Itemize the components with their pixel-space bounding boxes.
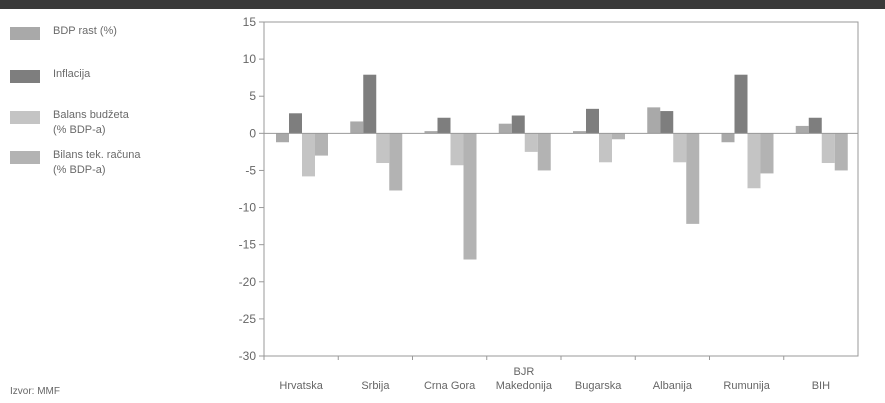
legend-label: Bilans tek. računa (% BDP-a)	[53, 149, 141, 176]
x-tick-label: Rumunija	[723, 380, 770, 392]
x-tick-label: BJR Makedonija	[496, 366, 553, 392]
bar	[315, 133, 328, 156]
bar	[660, 111, 674, 134]
bar	[498, 123, 512, 134]
legend-item-bilans-tek-racuna: Bilans tek. računa (% BDP-a)	[10, 148, 140, 178]
plot-frame	[263, 21, 859, 357]
bar	[647, 107, 661, 134]
bar	[376, 133, 390, 164]
legend-item-balans-budzeta: Balans budžeta (% BDP-a)	[10, 108, 129, 138]
bar	[350, 121, 364, 134]
x-tick-label: Crna Gora	[424, 380, 476, 392]
legend-swatch	[10, 151, 40, 164]
bar	[612, 133, 625, 140]
y-tick-label: 5	[249, 89, 256, 103]
y-tick-label: -15	[239, 238, 257, 252]
bar	[760, 133, 774, 174]
legend-label: Inflacija	[53, 68, 91, 80]
x-tick-label: Bugarska	[575, 380, 622, 392]
x-tick-label: Hrvatska	[279, 380, 323, 392]
y-tick-label: -25	[239, 312, 257, 326]
bar	[834, 133, 848, 171]
bar	[673, 133, 687, 163]
x-tick-label: BIH	[812, 380, 830, 392]
legend-swatch	[10, 70, 40, 83]
bar	[511, 115, 525, 134]
legend-label: Balans budžeta (% BDP-a)	[53, 109, 129, 136]
bar	[450, 133, 464, 166]
y-tick-label: 15	[243, 15, 257, 29]
x-tick-label: Albanija	[653, 380, 693, 392]
legend-item-inflacija: Inflacija	[10, 67, 90, 83]
bar	[808, 117, 822, 134]
bar	[463, 133, 477, 260]
x-tick-label: Srbija	[361, 380, 390, 392]
bar	[289, 113, 302, 134]
source-note: Izvor: MMF	[10, 386, 60, 397]
bar	[437, 117, 451, 134]
bar	[389, 133, 403, 191]
y-tick-label: 0	[249, 126, 256, 140]
bar	[686, 133, 700, 224]
bar	[537, 133, 551, 171]
legend-swatch	[10, 27, 40, 40]
y-tick-label: -20	[239, 275, 257, 289]
top-bar	[0, 0, 885, 9]
bar	[363, 74, 377, 134]
bar	[734, 74, 748, 134]
bar	[821, 133, 835, 164]
bar	[599, 133, 612, 163]
bar	[721, 133, 735, 143]
bar	[524, 133, 538, 152]
legend-item-bdp-rast: BDP rast (%)	[10, 24, 117, 40]
legend-swatch	[10, 111, 40, 124]
y-tick-label: -5	[245, 163, 256, 177]
bar	[747, 133, 761, 189]
bar	[586, 108, 599, 134]
y-tick-label: -30	[239, 349, 257, 363]
bar	[573, 131, 586, 134]
bar	[302, 133, 315, 177]
bar	[276, 133, 289, 143]
y-tick-label: -10	[239, 201, 257, 215]
y-tick-label: 10	[243, 52, 257, 66]
bar	[424, 131, 438, 134]
bar	[795, 125, 809, 134]
legend-label: BDP rast (%)	[53, 25, 117, 37]
